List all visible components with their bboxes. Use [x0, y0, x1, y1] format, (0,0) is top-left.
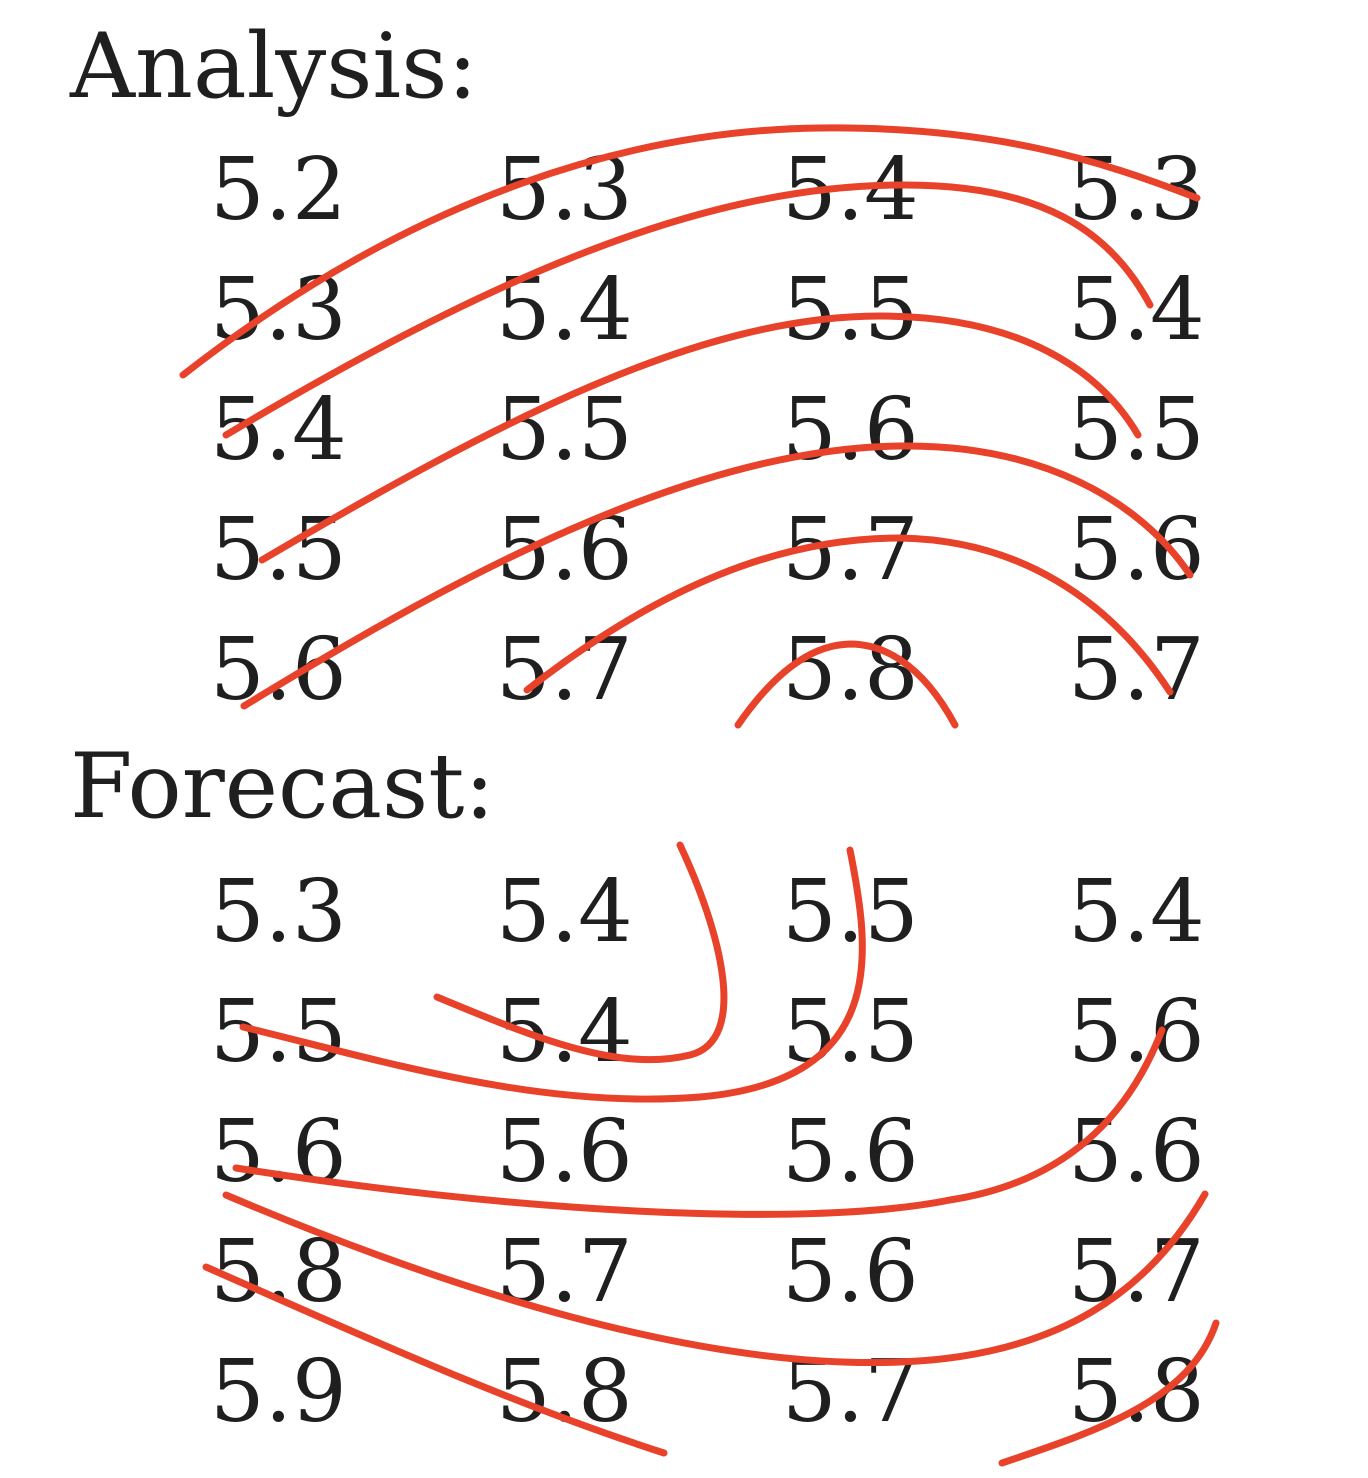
forecast-value: 5.5 [210, 982, 347, 1082]
analysis-value: 5.4 [1068, 260, 1205, 360]
forecast-value: 5.6 [1068, 1102, 1205, 1202]
forecast-value: 5.6 [782, 1222, 919, 1322]
forecast-value: 5.5 [782, 862, 919, 962]
forecast-value: 5.6 [496, 1102, 633, 1202]
forecast-value: 5.7 [782, 1342, 919, 1442]
forecast-value: 5.6 [1068, 982, 1205, 1082]
analysis-value: 5.3 [1068, 140, 1205, 240]
forecast-value: 5.9 [210, 1342, 347, 1442]
forecast-value: 5.5 [782, 982, 919, 1082]
analysis-value: 5.5 [210, 500, 347, 600]
forecast-value: 5.6 [782, 1102, 919, 1202]
forecast-value: 5.8 [1068, 1342, 1205, 1442]
analysis-value: 5.4 [496, 260, 633, 360]
analysis-value: 5.6 [210, 620, 347, 720]
analysis-value: 5.6 [782, 380, 919, 480]
forecast-value: 5.3 [210, 862, 347, 962]
forecast-value: 5.4 [1068, 862, 1205, 962]
analysis-value: 5.7 [496, 620, 633, 720]
forecast-value: 5.7 [1068, 1222, 1205, 1322]
analysis-value: 5.3 [210, 260, 347, 360]
analysis-value: 5.6 [1068, 500, 1205, 600]
forecast-value: 5.6 [210, 1102, 347, 1202]
analysis-value: 5.3 [496, 140, 633, 240]
forecast-value: 5.4 [496, 862, 633, 962]
analysis-title: Analysis: [70, 14, 478, 119]
forecast-value: 5.8 [210, 1222, 347, 1322]
analysis-value: 5.7 [782, 500, 919, 600]
analysis-value: 5.2 [210, 140, 347, 240]
analysis-value: 5.5 [496, 380, 633, 480]
analysis-value: 5.8 [782, 620, 919, 720]
analysis-value: 5.4 [782, 140, 919, 240]
analysis-value: 5.5 [782, 260, 919, 360]
analysis-value: 5.6 [496, 500, 633, 600]
forecast-title: Forecast: [70, 734, 495, 839]
forecast-value: 5.7 [496, 1222, 633, 1322]
forecast-value: 5.4 [496, 982, 633, 1082]
forecast-grid: 5.3 5.4 5.5 5.4 5.5 5.4 5.5 5.6 5.6 5.6 5.6 5.6 5.8 5… [210, 862, 1354, 1462]
analysis-value: 5.7 [1068, 620, 1205, 720]
forecast-value: 5.8 [496, 1342, 633, 1442]
analysis-value: 5.5 [1068, 380, 1205, 480]
analysis-value: 5.4 [210, 380, 347, 480]
analysis-grid: 5.2 5.3 5.4 5.3 5.3 5.4 5.5 5.4 5.4 5.5 5.6 5.5 5.5 5… [210, 140, 1354, 740]
